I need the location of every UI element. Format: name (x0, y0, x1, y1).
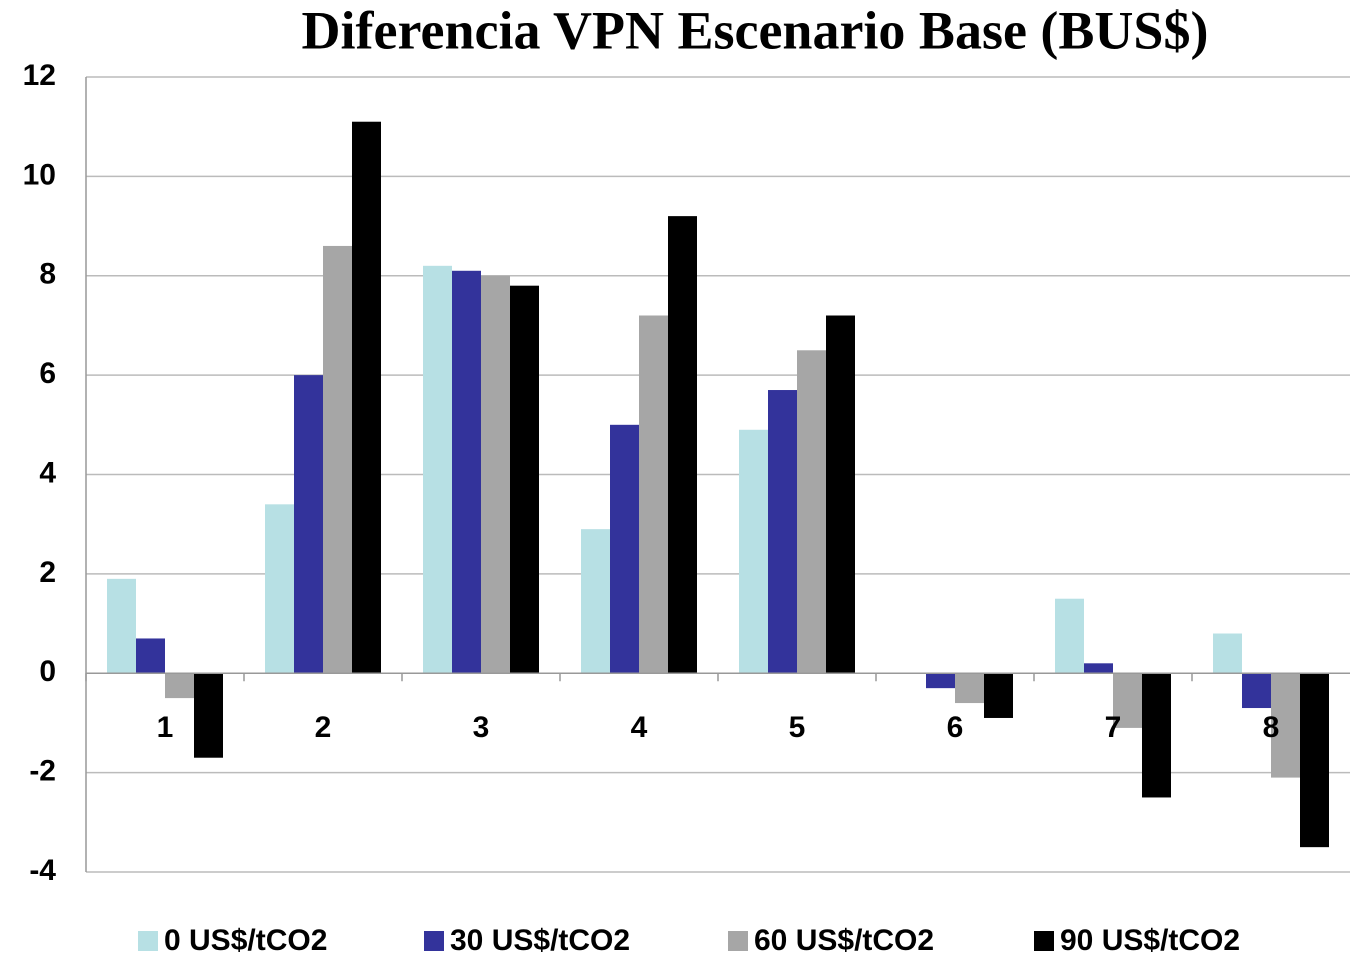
y-tick-label: 4 (39, 456, 56, 489)
bar (265, 504, 294, 674)
y-tick-label: 0 (39, 655, 56, 688)
bar (194, 673, 223, 758)
legend-swatch (728, 931, 748, 951)
bar (481, 275, 510, 674)
bar (352, 121, 381, 674)
bar (639, 315, 668, 674)
bar (1142, 673, 1171, 798)
bar (768, 390, 797, 674)
y-tick-label: 2 (39, 556, 56, 589)
chart-title: Diferencia VPN Escenario Base (BUS$) (302, 0, 1209, 60)
x-tick-label: 6 (947, 711, 964, 744)
y-tick-label: 8 (39, 258, 56, 291)
bar (107, 578, 136, 674)
y-tick-label: -2 (29, 755, 56, 788)
bar (1084, 663, 1113, 674)
bar (984, 673, 1013, 718)
legend-swatch (138, 931, 158, 951)
x-tick-label: 7 (1105, 711, 1122, 744)
bar (165, 673, 194, 699)
bar (610, 424, 639, 674)
bar (926, 673, 955, 689)
x-tick-label: 3 (473, 711, 490, 744)
legend-swatch (424, 931, 444, 951)
y-tick-label: 6 (39, 357, 56, 390)
bar (739, 429, 768, 674)
x-tick-label: 1 (157, 711, 174, 744)
legend-label: 0 US$/tCO2 (164, 924, 327, 957)
bar (423, 265, 452, 674)
legend-label: 30 US$/tCO2 (450, 924, 630, 957)
bar (1113, 673, 1142, 728)
bar (1300, 673, 1329, 848)
y-tick-label: 12 (23, 59, 56, 92)
y-tick-label: 10 (23, 158, 56, 191)
bar (955, 673, 984, 704)
bar (581, 529, 610, 674)
bar (1242, 673, 1271, 709)
bar (1271, 673, 1300, 778)
legend-label: 60 US$/tCO2 (754, 924, 934, 957)
bar (323, 245, 352, 674)
x-tick-label: 8 (1263, 711, 1280, 744)
bar (136, 638, 165, 674)
x-tick-label: 5 (789, 711, 806, 744)
bar (826, 315, 855, 674)
bar (452, 270, 481, 674)
bar (797, 350, 826, 674)
x-tick-label: 2 (315, 711, 332, 744)
legend-label: 90 US$/tCO2 (1060, 924, 1240, 957)
bar (668, 216, 697, 674)
legend-swatch (1034, 931, 1054, 951)
bar (1055, 598, 1084, 674)
y-tick-label: -4 (29, 854, 56, 887)
bar (294, 375, 323, 674)
bar (510, 285, 539, 674)
x-tick-label: 4 (631, 711, 648, 744)
bar (1213, 633, 1242, 674)
